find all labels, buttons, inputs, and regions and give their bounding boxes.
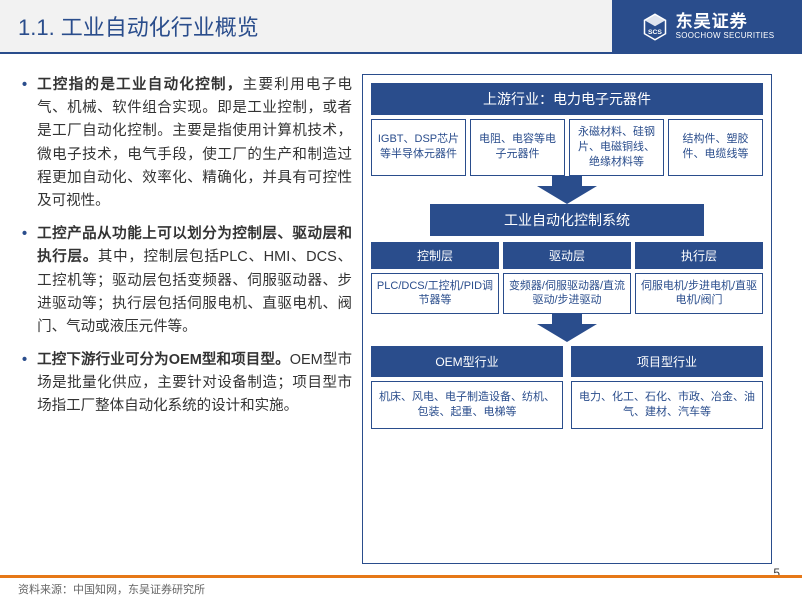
- layer-row: OEM型行业 项目型行业: [371, 346, 763, 377]
- slide: 1.1. 工业自动化行业概览 SCS 东吴证券 SOOCHOW SECURITI…: [0, 0, 802, 602]
- tier-downstream: OEM型行业 项目型行业 机床、风电、电子制造设备、纺机、包装、起重、电梯等 电…: [371, 342, 763, 429]
- header-left: 1.1. 工业自动化行业概览: [0, 0, 612, 54]
- logo-block: SCS 东吴证券 SOOCHOW SECURITIES: [612, 0, 802, 54]
- diagram-box: 永磁材料、硅钢片、电磁铜线、绝缘材料等: [569, 119, 664, 176]
- company-logo-icon: SCS: [640, 12, 670, 42]
- tier-row: 机床、风电、电子制造设备、纺机、包装、起重、电梯等 电力、化工、石化、市政、冶金…: [371, 381, 763, 429]
- layer-label: OEM型行业: [371, 346, 563, 377]
- bullet-dot-icon: •: [22, 349, 27, 419]
- layer-label: 驱动层: [503, 242, 631, 269]
- layer-row: 控制层 驱动层 执行层: [371, 242, 763, 269]
- diagram-box: 电阻、电容等电子元器件: [470, 119, 565, 176]
- bullet-text: 工控指的是工业自动化控制，主要利用电子电气、机械、软件组合实现。即是工业控制，或…: [37, 74, 352, 213]
- tier-upstream: 上游行业：电力电子元器件 IGBT、DSP芯片等半导体元器件 电阻、电容等电子元…: [371, 83, 763, 176]
- bullet-dot-icon: •: [22, 223, 27, 339]
- layer-label: 控制层: [371, 242, 499, 269]
- diagram: 上游行业：电力电子元器件 IGBT、DSP芯片等半导体元器件 电阻、电容等电子元…: [362, 74, 772, 564]
- footer: 资料来源：中国知网，东吴证券研究所: [0, 575, 802, 602]
- footer-source: 资料来源：中国知网，东吴证券研究所: [0, 578, 802, 602]
- bullet-item: • 工控指的是工业自动化控制，主要利用电子电气、机械、软件组合实现。即是工业控制…: [22, 74, 352, 213]
- diagram-box: PLC/DCS/工控机/PID调节器等: [371, 273, 499, 315]
- arrow-down-icon: [537, 176, 597, 204]
- tier-row: IGBT、DSP芯片等半导体元器件 电阻、电容等电子元器件 永磁材料、硅钢片、电…: [371, 119, 763, 176]
- layer-label: 项目型行业: [571, 346, 763, 377]
- diagram-box: IGBT、DSP芯片等半导体元器件: [371, 119, 466, 176]
- tier-row: PLC/DCS/工控机/PID调节器等 变频器/伺服驱动器/直流驱动/步进驱动 …: [371, 273, 763, 315]
- diagram-box: 变频器/伺服驱动器/直流驱动/步进驱动: [503, 273, 631, 315]
- diagram-box: 电力、化工、石化、市政、冶金、油气、建材、汽车等: [571, 381, 763, 429]
- arrow-down: [371, 176, 763, 204]
- bullet-text: 工控产品从功能上可以划分为控制层、驱动层和执行层。其中，控制层包括PLC、HMI…: [37, 223, 352, 339]
- diagram-box: 机床、风电、电子制造设备、纺机、包装、起重、电梯等: [371, 381, 563, 429]
- header: 1.1. 工业自动化行业概览 SCS 东吴证券 SOOCHOW SECURITI…: [0, 0, 802, 54]
- layer-label: 执行层: [635, 242, 763, 269]
- bullet-dot-icon: •: [22, 74, 27, 213]
- bullet-item: • 工控下游行业可分为OEM型和项目型。OEM型市场是批量化供应，主要针对设备制…: [22, 349, 352, 419]
- logo-cn: 东吴证券: [676, 13, 775, 32]
- arrow-down: [371, 314, 763, 342]
- page-title: 1.1. 工业自动化行业概览: [18, 10, 259, 42]
- diagram-box: 伺服电机/步进电机/直驱电机/阀门: [635, 273, 763, 315]
- text-column: • 工控指的是工业自动化控制，主要利用电子电气、机械、软件组合实现。即是工业控制…: [22, 74, 352, 564]
- tier-header: 上游行业：电力电子元器件: [371, 83, 763, 115]
- logo-text: 东吴证券 SOOCHOW SECURITIES: [676, 13, 775, 40]
- bullet-text: 工控下游行业可分为OEM型和项目型。OEM型市场是批量化供应，主要针对设备制造；…: [37, 349, 352, 419]
- arrow-down-icon: [537, 314, 597, 342]
- logo-en: SOOCHOW SECURITIES: [676, 32, 775, 41]
- diagram-box: 结构件、塑胶件、电缆线等: [668, 119, 763, 176]
- svg-text:SCS: SCS: [648, 29, 662, 36]
- bullet-item: • 工控产品从功能上可以划分为控制层、驱动层和执行层。其中，控制层包括PLC、H…: [22, 223, 352, 339]
- tier-system: 工业自动化控制系统 控制层 驱动层 执行层 PLC/DCS/工控机/PID调节器…: [371, 204, 763, 315]
- tier-header: 工业自动化控制系统: [430, 204, 704, 236]
- body: • 工控指的是工业自动化控制，主要利用电子电气、机械、软件组合实现。即是工业控制…: [0, 54, 802, 564]
